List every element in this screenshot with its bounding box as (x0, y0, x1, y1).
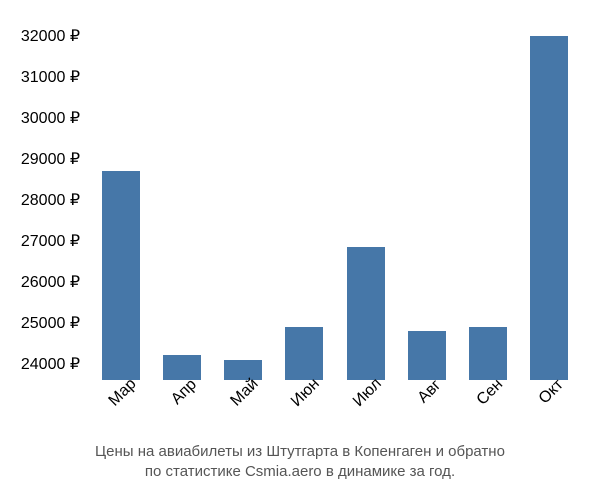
y-tick: 25000 ₽ (21, 313, 80, 333)
caption-line-1: Цены на авиабилеты из Штутгарта в Копенг… (0, 442, 600, 462)
x-label: Май (228, 375, 263, 410)
x-label: Апр (168, 376, 201, 409)
bar (163, 355, 201, 380)
bar (102, 171, 140, 380)
price-chart: 24000 ₽ 25000 ₽ 26000 ₽ 27000 ₽ 28000 ₽ 29000… (0, 0, 600, 500)
bar (285, 327, 323, 380)
bar (224, 360, 262, 380)
y-axis: 24000 ₽ 25000 ₽ 26000 ₽ 27000 ₽ 28000 ₽ 29000… (0, 20, 90, 380)
y-tick: 32000 ₽ (21, 26, 80, 46)
x-label: Сен (474, 376, 507, 409)
y-tick: 30000 ₽ (21, 108, 80, 128)
x-label: Окт (536, 376, 568, 408)
y-tick: 26000 ₽ (21, 272, 80, 292)
y-tick: 24000 ₽ (21, 354, 80, 374)
bars-container (90, 20, 580, 380)
x-label: Мар (105, 375, 140, 410)
y-tick: 27000 ₽ (21, 231, 80, 251)
chart-caption: Цены на авиабилеты из Штутгарта в Копенг… (0, 442, 600, 483)
y-tick: 29000 ₽ (21, 149, 80, 169)
x-axis: МарАпрМайИюнИюлАвгСенОкт (90, 382, 580, 442)
y-tick: 31000 ₽ (21, 67, 80, 87)
bar (530, 36, 568, 380)
bar (347, 247, 385, 380)
plot-area (90, 20, 580, 380)
bar (469, 327, 507, 380)
y-tick: 28000 ₽ (21, 190, 80, 210)
x-label: Июн (288, 375, 324, 411)
bar (408, 331, 446, 380)
x-label: Авг (414, 377, 444, 407)
caption-line-2: по статистике Csmia.aero в динамике за г… (0, 462, 600, 482)
x-label: Июл (350, 375, 386, 411)
